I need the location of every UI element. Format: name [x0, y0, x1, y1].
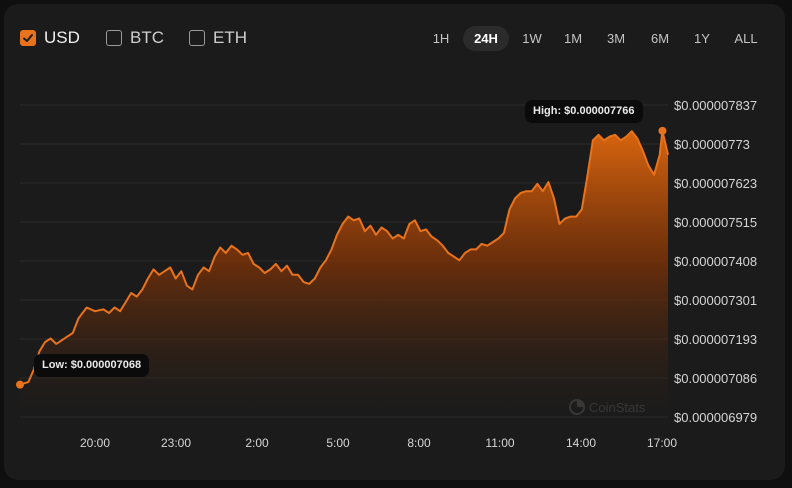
coinstats-logo-icon: [569, 399, 585, 415]
x-tick-label: 23:00: [161, 436, 191, 450]
x-tick-label: 17:00: [647, 436, 677, 450]
tab-1m[interactable]: 1M: [563, 31, 583, 46]
y-tick-label: $0.000007193: [674, 332, 757, 347]
tab-24h[interactable]: 24H: [463, 26, 509, 51]
x-tick-label: 20:00: [80, 436, 110, 450]
tab-6m[interactable]: 6M: [650, 31, 670, 46]
watermark: CoinStats: [569, 399, 646, 415]
price-area-fill: [20, 130, 668, 418]
x-axis-ticks: 20:00 23:00 2:00 5:00 8:00 11:00 14:00 17:00: [80, 436, 677, 450]
high-tooltip: High: $0.000007766: [525, 100, 643, 123]
y-tick-label: $0.000007837: [674, 98, 757, 113]
price-chart-card: $0.000007837 $0.00000773 $0.000007623 $0.00…: [4, 4, 785, 480]
currency-label: USD: [44, 28, 80, 47]
y-tick-label: $0.000007408: [674, 254, 757, 269]
checkbox-checked-icon: [20, 30, 36, 46]
tab-all[interactable]: ALL: [734, 31, 758, 46]
low-tooltip: Low: $0.000007068: [34, 354, 150, 377]
y-axis-ticks: $0.000007837 $0.00000773 $0.000007623 $0.00…: [674, 98, 757, 425]
y-tick-label: $0.000007515: [674, 215, 757, 230]
x-tick-label: 11:00: [485, 436, 514, 450]
x-tick-label: 5:00: [326, 436, 350, 450]
extreme-points: [16, 126, 667, 389]
y-tick-label: $0.000007623: [674, 176, 757, 191]
currency-usd-checkbox[interactable]: USD: [20, 26, 80, 50]
y-tick-label: $0.000006979: [674, 410, 757, 425]
tab-1y[interactable]: 1Y: [694, 31, 710, 46]
currency-label: ETH: [213, 28, 247, 47]
checkbox-unchecked-icon: [189, 30, 205, 46]
price-chart: $0.000007837 $0.00000773 $0.000007623 $0.00…: [16, 98, 757, 450]
tab-1w[interactable]: 1W: [522, 31, 542, 46]
y-tick-label: $0.000007086: [674, 371, 757, 386]
y-tick-label: $0.00000773: [674, 137, 750, 152]
y-tick-label: $0.000007301: [674, 293, 757, 308]
coinstats-logo-icon-segment: [577, 400, 584, 407]
x-tick-label: 8:00: [407, 436, 431, 450]
tab-1h[interactable]: 1H: [432, 31, 450, 46]
currency-label: BTC: [130, 28, 164, 47]
high-point: [658, 126, 667, 135]
price-line: [19, 129, 669, 386]
low-point: [16, 380, 24, 389]
x-tick-label: 14:00: [566, 436, 596, 450]
currency-btc-checkbox[interactable]: BTC: [106, 26, 164, 50]
watermark-text: CoinStats: [589, 400, 646, 415]
currency-eth-checkbox[interactable]: ETH: [189, 26, 247, 50]
x-tick-label: 2:00: [245, 436, 269, 450]
tab-3m[interactable]: 3M: [606, 31, 626, 46]
checkbox-unchecked-icon: [106, 30, 122, 46]
